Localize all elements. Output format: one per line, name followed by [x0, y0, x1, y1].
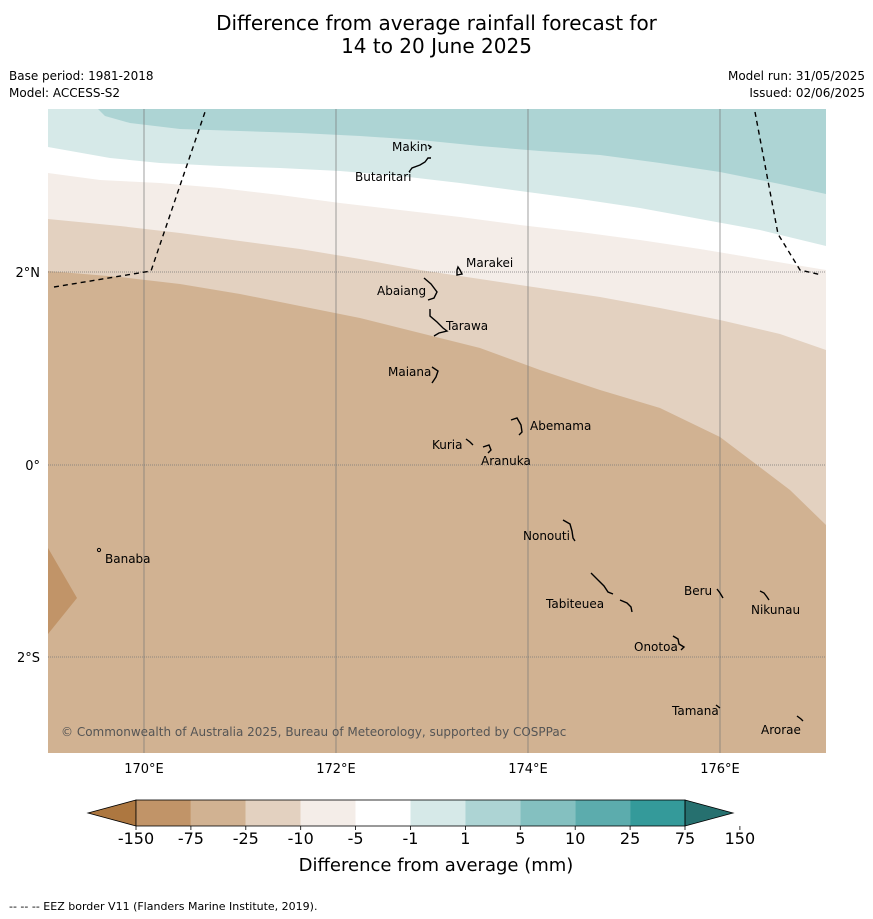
island-maiana-shape [431, 366, 439, 384]
island-onotoa-shape [672, 635, 686, 651]
map-title: Difference from average rainfall forecas… [0, 12, 873, 58]
title-line-1: Difference from average rainfall forecas… [216, 11, 657, 35]
copyright-notice: © Commonwealth of Australia 2025, Bureau… [61, 725, 566, 739]
colorbar-swatch [300, 800, 356, 826]
colorbar-tick-label: -75 [178, 829, 204, 848]
map-panel: Makin Butaritari Marakei Abaiang Tarawa … [48, 109, 826, 753]
lat-tick-label: 0° [25, 459, 40, 474]
lon-tick-label: 170°E [124, 762, 164, 777]
island-label: Nikunau [751, 603, 800, 617]
island-tabiteuea-shape-south [619, 599, 633, 613]
island-label: Marakei [466, 256, 513, 270]
colorbar-tick-label: 75 [675, 829, 695, 848]
island-label: Nonouti [523, 529, 570, 543]
island-tabiteuea-shape-north [590, 572, 614, 595]
island-label: Abaiang [377, 284, 426, 298]
island-label: Banaba [105, 552, 151, 566]
colorbar-swatch [465, 800, 521, 826]
colorbar-tick-label: -25 [233, 829, 259, 848]
colorbar-swatch [136, 800, 191, 826]
colorbar-swatch [355, 800, 411, 826]
colorbar-swatch [410, 800, 466, 826]
island-label: Makin [392, 140, 428, 154]
island-kuria-shape [465, 438, 474, 446]
island-label: Aranuka [481, 454, 531, 468]
lat-tick-label: 2°N [16, 266, 41, 281]
island-label: Arorae [761, 723, 801, 737]
lon-tick-label: 172°E [316, 762, 356, 777]
title-line-2: 14 to 20 June 2025 [341, 34, 532, 58]
island-beru-shape [716, 588, 724, 599]
island-label: Tarawa [445, 319, 488, 333]
model-name: Model: ACCESS-S2 [9, 86, 121, 100]
colorbar-tick-label: 25 [620, 829, 640, 848]
island-abemama-shape [510, 417, 523, 436]
issued-date: Issued: 02/06/2025 [749, 86, 865, 100]
colorbar-tick-label: 5 [515, 829, 525, 848]
lon-tick-label: 176°E [700, 762, 740, 777]
eez-footnote: -- -- -- EEZ border V11 (Flanders Marine… [9, 900, 318, 913]
band-minus-75 [48, 548, 77, 634]
island-label: Tabiteuea [545, 597, 604, 611]
island-label: Butaritari [355, 170, 412, 184]
island-arorae-shape [796, 715, 804, 722]
island-abaiang-shape [423, 277, 438, 301]
lat-tick-label: 2°S [17, 651, 40, 666]
colorbar-extension-low [86, 799, 137, 827]
colorbar-tick-label: 1 [460, 829, 470, 848]
colorbar-swatch [630, 800, 685, 826]
colorbar-tick-label: 150 [725, 829, 756, 848]
island-labels: Makin Butaritari Marakei Abaiang Tarawa … [105, 140, 801, 737]
model-run: Model run: 31/05/2025 [727, 69, 865, 83]
colorbar-tick-label: -10 [288, 829, 314, 848]
lon-tick-label: 174°E [508, 762, 548, 777]
colorbar-tick-label: -5 [348, 829, 364, 848]
island-aranuka-shape [482, 444, 492, 454]
eez-border [53, 109, 823, 288]
band-5-to-10 [98, 109, 826, 194]
island-label: Kuria [432, 438, 463, 452]
base-period: Base period: 1981-2018 [9, 69, 154, 83]
island-tarawa-shape [429, 309, 449, 337]
colorbar-swatch [520, 800, 576, 826]
colorbar-tick-label: -1 [403, 829, 419, 848]
meridians [143, 109, 721, 753]
island-nonouti-shape [562, 519, 576, 542]
colorbar-swatch [245, 800, 301, 826]
island-tamana-shape [715, 704, 721, 709]
longitude-ticks: 170°E 172°E 174°E 176°E [124, 762, 740, 777]
island-banaba-shape [96, 547, 102, 553]
colorbar-swatch [575, 800, 631, 826]
colorbar-ticks: -150 -75 -25 -10 -5 -1 1 5 10 25 75 150 [118, 826, 755, 848]
island-label: Maiana [388, 365, 431, 379]
island-label: Tamana [671, 704, 719, 718]
island-outlines [408, 144, 804, 722]
island-label: Onotoa [634, 640, 678, 654]
colorbar-tick-label: -150 [118, 829, 154, 848]
meta-left: Base period: 1981-2018 Model: ACCESS-S2 [9, 68, 154, 102]
colorbar-extension-high [684, 799, 735, 827]
colorbar-tick-label: 10 [565, 829, 585, 848]
parallels [48, 271, 826, 658]
island-nikunau-shape [759, 590, 770, 601]
island-label: Beru [684, 584, 712, 598]
island-makin-shape [427, 144, 433, 150]
latitude-ticks: 2°N 0° 2°S [16, 266, 41, 666]
island-marakei-shape [456, 265, 464, 276]
colorbar-title: Difference from average (mm) [299, 855, 574, 876]
island-label: Abemama [530, 419, 591, 433]
meta-right: Model run: 31/05/2025 Issued: 02/06/2025 [728, 68, 865, 102]
colorbar-swatch [190, 800, 246, 826]
island-butaritari-shape [408, 157, 431, 173]
colorbar [86, 799, 735, 827]
